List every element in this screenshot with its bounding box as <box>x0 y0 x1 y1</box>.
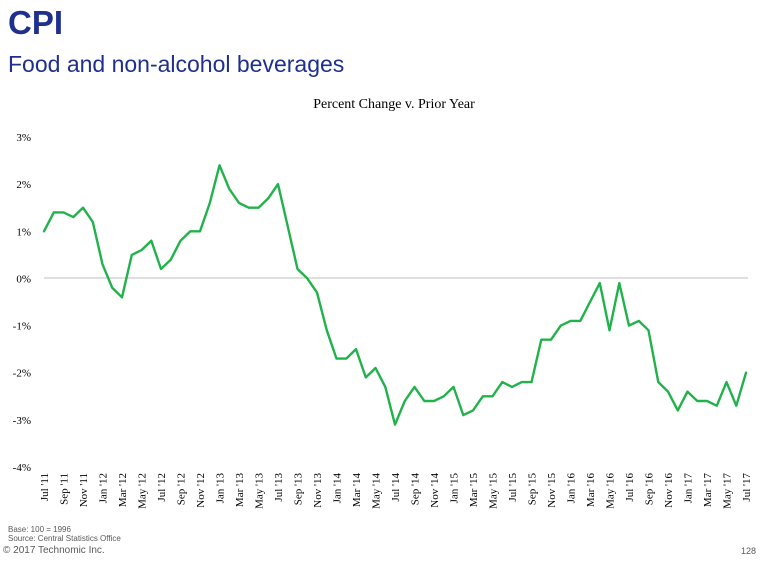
x-tick-label: Mar '13 <box>234 473 246 508</box>
y-tick-label: 3% <box>16 132 31 144</box>
x-tick-label: Jan '13 <box>215 473 227 504</box>
x-tick-label: Nov '16 <box>663 473 675 508</box>
x-tick-label: Sep '12 <box>176 473 188 505</box>
x-tick-label: Mar '17 <box>702 473 714 508</box>
x-axis: Jul '11 Sep '11 Nov '11 Jan '12 Mar '12 May '… <box>39 277 753 509</box>
x-tick-label: Nov '11 <box>78 473 90 507</box>
x-tick-label: May '15 <box>488 473 500 509</box>
y-axis: 3% 2% 1% 0% -1% -2% -3% -4% <box>13 132 31 474</box>
x-tick-label: May '16 <box>605 473 617 509</box>
x-tick-label: Mar '12 <box>117 473 129 507</box>
x-tick-label: May '13 <box>254 473 266 509</box>
x-tick-label: Nov '15 <box>546 473 558 508</box>
y-tick-label: -3% <box>13 415 31 427</box>
slide-title: CPI <box>8 4 64 41</box>
y-tick-label: 0% <box>16 273 31 285</box>
y-tick-label: -4% <box>13 462 31 474</box>
x-tick-label: Jan '17 <box>683 473 695 504</box>
y-tick-label: 2% <box>16 179 31 191</box>
x-tick-label: Jul '14 <box>390 473 402 502</box>
y-tick-label: -2% <box>13 368 31 380</box>
x-tick-label: Sep '11 <box>59 473 71 505</box>
footnote-source: Source: Central Statistics Office <box>8 534 121 543</box>
x-tick-label: Jan '14 <box>332 473 344 504</box>
page-number: 128 <box>740 546 756 556</box>
series-layer <box>42 164 748 426</box>
y-tick-label: 1% <box>16 226 31 238</box>
x-tick-label: Mar '15 <box>468 473 480 508</box>
x-tick-label: Jul '12 <box>156 473 168 502</box>
x-tick-label: May '17 <box>722 473 734 509</box>
x-tick-label: Nov '14 <box>429 473 441 508</box>
slide-subtitle: Food and non-alcohol beverages <box>8 51 345 77</box>
copyright-notice: © 2017 Technomic Inc. <box>3 545 105 556</box>
x-tick-label: Jul '11 <box>39 473 51 501</box>
x-tick-label: Sep '13 <box>293 473 305 506</box>
chart-title: Percent Change v. Prior Year <box>313 97 475 112</box>
x-tick-label: Jan '12 <box>98 473 110 503</box>
x-tick-label: Jan '16 <box>566 473 578 504</box>
x-tick-label: Nov '12 <box>195 473 207 508</box>
x-tick-label: Mar '14 <box>351 473 363 508</box>
x-tick-label: Jul '15 <box>507 473 519 502</box>
x-tick-label: May '14 <box>371 473 383 509</box>
x-tick-label: Jul '13 <box>273 473 285 502</box>
footnote-base: Base: 100 = 1996 <box>8 525 71 534</box>
x-tick-label: Mar '16 <box>585 473 597 508</box>
y-tick-label: -1% <box>13 321 31 333</box>
series-line <box>42 164 748 426</box>
x-tick-label: Nov '13 <box>312 473 324 508</box>
x-tick-label: Sep '16 <box>644 473 656 506</box>
x-tick-label: Jul '17 <box>741 473 753 502</box>
x-tick-label: Sep '15 <box>527 473 539 506</box>
x-tick-label: Jul '16 <box>624 473 636 502</box>
x-tick-label: May '12 <box>137 473 149 509</box>
x-tick-label: Jan '15 <box>449 473 461 504</box>
x-tick-label: Sep '14 <box>410 473 422 506</box>
